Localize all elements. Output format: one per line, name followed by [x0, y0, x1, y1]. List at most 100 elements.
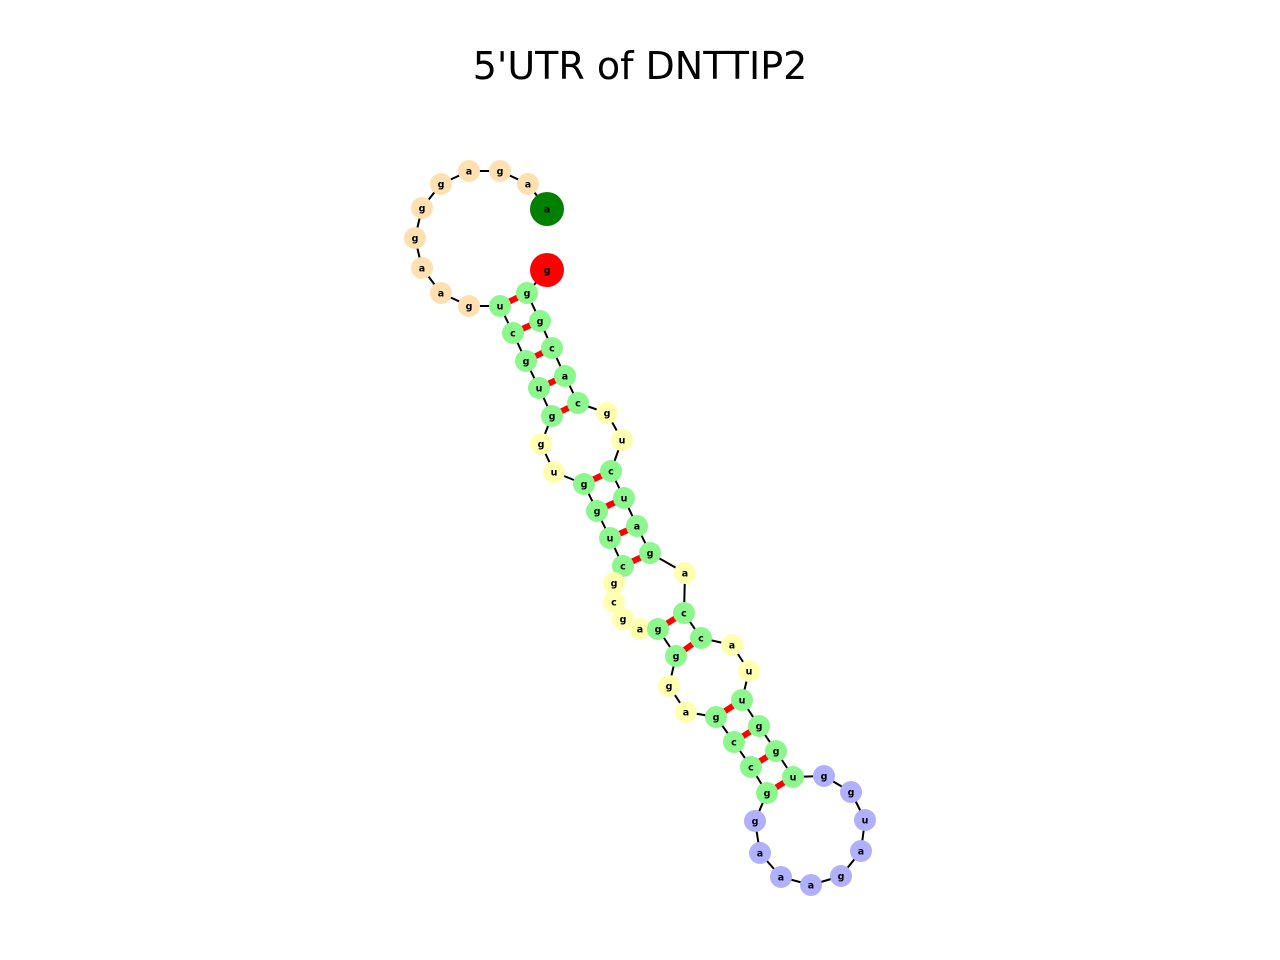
nucleotide-circle [489, 160, 511, 182]
nucleotide-label: u [746, 667, 753, 678]
nucleotide-label: a [683, 708, 689, 719]
nucleotide-label: g [549, 412, 556, 423]
nucleotide-circle [404, 227, 426, 249]
nucleotide-label: u [862, 816, 869, 827]
nucleotide-circle [528, 377, 550, 399]
nucleotide-label: u [619, 436, 626, 447]
nucleotide: g [411, 197, 433, 219]
nucleotide: g [541, 405, 563, 427]
nucleotide: g [603, 572, 625, 594]
nucleotide-circle [721, 634, 743, 656]
nucleotide-label: g [523, 357, 530, 368]
nucleotide-label: u [551, 468, 558, 479]
nucleotide: g [705, 706, 727, 728]
nucleotide-label: c [620, 562, 626, 573]
nucleotide-label: c [549, 344, 555, 355]
nucleotide-circle [596, 402, 618, 424]
nucleotide-label: a [466, 167, 472, 178]
nucleotide: g [430, 173, 452, 195]
nucleotide: a [430, 282, 452, 304]
nucleotide-circle [516, 282, 538, 304]
nucleotide-label: g [655, 625, 662, 636]
nucleotide-label: g [594, 507, 601, 518]
nucleotide-label: a [858, 847, 864, 858]
nucleotide-label: g [581, 480, 588, 491]
nucleotide-label: a [544, 205, 550, 216]
nucleotide: u [854, 809, 876, 831]
nucleotide: g [489, 160, 511, 182]
nucleotide-label: g [848, 788, 855, 799]
nucleotide: g [639, 542, 661, 564]
nucleotide-label: g [647, 549, 654, 560]
nucleotide-label: a [419, 264, 425, 275]
nucleotide: c [541, 337, 563, 359]
nucleotide-circle [690, 627, 712, 649]
nucleotide-circle [603, 591, 625, 613]
nucleotide: g [586, 500, 608, 522]
nucleotide: g [658, 675, 680, 697]
nucleotide-label: g [438, 180, 445, 191]
nucleotide-circle [731, 689, 753, 711]
nucleotide: u [528, 377, 550, 399]
nucleotide-label: g [611, 579, 618, 590]
nucleotide-label: u [536, 384, 543, 395]
nucleotide-label: g [412, 234, 419, 245]
nucleotide: a [749, 842, 771, 864]
nucleotide-circle [748, 715, 770, 737]
nucleotide-label: g [821, 772, 828, 783]
nucleotide-label: g [544, 266, 551, 277]
nucleotide: c [567, 392, 589, 414]
nucleotide: u [738, 660, 760, 682]
nucleotide-label: c [608, 467, 614, 478]
nucleotide-circle [529, 310, 551, 332]
nucleotide-label: g [752, 817, 759, 828]
nucleotide-circle [603, 572, 625, 594]
nucleotide: g [530, 433, 552, 455]
nucleotide-circle [502, 322, 524, 344]
nucleotide: g [612, 608, 634, 630]
nucleotide: a [675, 701, 697, 723]
nucleotide: g [516, 282, 538, 304]
nucleotide: a [411, 257, 433, 279]
nucleotide: g [404, 227, 426, 249]
nucleotide: u [543, 461, 565, 483]
nucleotide-circle [458, 295, 480, 317]
nucleotide-circle [738, 660, 760, 682]
nucleotide-circle [854, 809, 876, 831]
nucleotide-label: a [634, 522, 640, 533]
nucleotide-circle [840, 781, 862, 803]
nucleotide: g [596, 402, 618, 424]
nucleotide-circle [411, 257, 433, 279]
nucleotide: c [502, 322, 524, 344]
nucleotide-label: a [682, 569, 688, 580]
nucleotide-circle [612, 555, 634, 577]
nucleotide: c [612, 555, 634, 577]
nucleotide-circle [749, 842, 771, 864]
nucleotide-label: a [438, 289, 444, 300]
five-prime-end-nucleotide: a [530, 192, 564, 226]
nucleotide-label: g [773, 747, 780, 758]
nucleotide-label: a [778, 873, 784, 884]
nucleotide-label: g [537, 317, 544, 328]
nucleotide-circle [600, 460, 622, 482]
nucleotide-label: c [611, 598, 617, 609]
nucleotide-circle [723, 731, 745, 753]
nucleotide: a [554, 365, 576, 387]
nucleotide-circle [567, 392, 589, 414]
nucleotide-circle [612, 608, 634, 630]
nucleotide: u [599, 527, 621, 549]
nucleotide-circle [800, 874, 822, 896]
nucleotide-circle [813, 765, 835, 787]
nucleotide: g [573, 473, 595, 495]
nucleotide-label: g [756, 722, 763, 733]
nucleotide: g [813, 765, 835, 787]
nucleotide: a [674, 562, 696, 584]
nucleotide: c [723, 731, 745, 753]
nucleotide-circle [543, 461, 565, 483]
nucleotide: g [665, 645, 687, 667]
nucleotide: a [626, 515, 648, 537]
nucleotide-label: a [637, 625, 643, 636]
nucleotide-circle [673, 602, 695, 624]
nucleotide-circle [765, 740, 787, 762]
